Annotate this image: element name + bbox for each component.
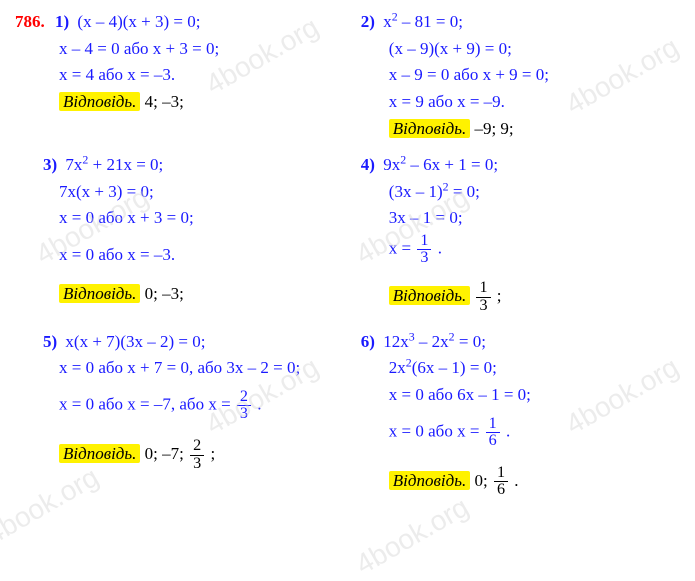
p2-eq1a: x2 <box>383 12 397 31</box>
row-3-4: 3) 7x2 + 21x = 0; 7x(x + 3) = 0; x = 0 а… <box>15 153 680 314</box>
row-1-2: 786. 1) (x – 4)(x + 3) = 0; x – 4 = 0 аб… <box>15 10 680 141</box>
p3-answer-val: 0; –3; <box>145 284 184 303</box>
p3-eq4: x = 0 або x = –3. <box>59 243 361 268</box>
problem-3: 3) 7x2 + 21x = 0; 7x(x + 3) = 0; x = 0 а… <box>15 153 361 306</box>
p5-answer-val: 0; –7; 23 ; <box>145 444 216 463</box>
p2-eq2: (x – 9)(x + 9) = 0; <box>389 37 680 62</box>
p3-eq3: x = 0 або x + 3 = 0; <box>59 206 361 231</box>
p4-eq3: 3x – 1 = 0; <box>389 206 680 231</box>
p4-line1: 4) 9x2 – 6x + 1 = 0; <box>361 153 680 178</box>
answer-label: Відповідь. <box>59 284 140 303</box>
p4-frac: 13 <box>417 233 431 266</box>
p4-eq2a: (3x – 1) <box>389 182 443 201</box>
p6-line4: x = 0 або x = 16 . <box>389 416 680 449</box>
p6-eq1a: 12x <box>383 332 409 351</box>
p4-eq1a: 9x <box>383 155 400 174</box>
p1-eq3: x = 4 або x = –3. <box>59 63 361 88</box>
p2-eq1b: – 81 = 0; <box>402 12 463 31</box>
p5-eq3: x = 0 або x = –7, або x = <box>59 395 235 414</box>
p6-line2: 2x2(6x – 1) = 0; <box>389 356 680 381</box>
p2-eq4: x = 9 або x = –9. <box>389 90 680 115</box>
p4-line2: (3x – 1)2 = 0; <box>389 180 680 205</box>
p5-eq1: x(x + 7)(3x – 2) = 0; <box>65 332 205 351</box>
p2-eq3: x – 9 = 0 або x + 9 = 0; <box>389 63 680 88</box>
p3-eq1b: + 21x = 0; <box>88 155 163 174</box>
watermark: 4book.org <box>350 491 474 581</box>
problem-2: 2) x2 – 81 = 0; (x – 9)(x + 9) = 0; x – … <box>361 10 680 141</box>
p1-answer-val: 4; –3; <box>145 92 184 111</box>
answer-label: Відповідь. <box>59 92 140 111</box>
p3-eq1a: 7x <box>65 155 82 174</box>
p6-num: 6) <box>361 332 375 351</box>
p1-eq1: (x – 4)(x + 3) = 0; <box>77 12 200 31</box>
p1-num: 1) <box>55 12 69 31</box>
p2-answer-val: –9; 9; <box>474 119 513 138</box>
row-5-6: 5) x(x + 7)(3x – 2) = 0; x = 0 або x + 7… <box>15 330 680 499</box>
p4-eq2b: = 0; <box>449 182 480 201</box>
p5-line3: x = 0 або x = –7, або x = 23 . <box>59 389 361 422</box>
p4-eq4: x = <box>389 239 416 258</box>
p2-num: 2) <box>361 12 375 31</box>
p2-line1: 2) x2 – 81 = 0; <box>361 10 680 35</box>
p4-num: 4) <box>361 155 375 174</box>
problem-1: 786. 1) (x – 4)(x + 3) = 0; x – 4 = 0 аб… <box>15 10 361 115</box>
p1-eq2: x – 4 = 0 або x + 3 = 0; <box>59 37 361 62</box>
p6-eq2b: (6x – 1) = 0; <box>412 358 497 377</box>
p6-frac: 16 <box>486 416 500 449</box>
p4-answer: Відповідь. 13 ; <box>389 280 680 313</box>
p3-num: 3) <box>43 155 57 174</box>
p2-answer: Відповідь. –9; 9; <box>389 117 680 142</box>
p4-line4: x = 13 . <box>389 233 680 266</box>
p6-eq3: x = 0 або 6x – 1 = 0; <box>389 383 680 408</box>
math-problem-page: 786. 1) (x – 4)(x + 3) = 0; x – 4 = 0 аб… <box>15 10 680 498</box>
p6-answer: Відповідь. 0; 16 . <box>389 465 680 498</box>
answer-label: Відповідь. <box>389 119 470 138</box>
p3-line1: 3) 7x2 + 21x = 0; <box>43 153 361 178</box>
p6-line1: 6) 12x3 – 2x2 = 0; <box>361 330 680 355</box>
problem-5: 5) x(x + 7)(3x – 2) = 0; x = 0 або x + 7… <box>15 330 361 472</box>
p3-eq2: 7x(x + 3) = 0; <box>59 180 361 205</box>
p1-answer: Відповідь. 4; –3; <box>59 90 361 115</box>
answer-label: Відповідь. <box>389 286 470 305</box>
p6-eq4: x = 0 або x = <box>389 421 484 440</box>
answer-label: Відповідь. <box>389 471 470 490</box>
problem-6: 6) 12x3 – 2x2 = 0; 2x2(6x – 1) = 0; x = … <box>361 330 680 499</box>
p6-answer-val: 0; 16 . <box>474 471 518 490</box>
p6-eq2a: 2x <box>389 358 406 377</box>
p5-num: 5) <box>43 332 57 351</box>
p4-eq1b: – 6x + 1 = 0; <box>406 155 498 174</box>
p3-answer: Відповідь. 0; –3; <box>59 282 361 307</box>
p4-answer-val: 13 ; <box>474 286 501 305</box>
p6-eq1c: = 0; <box>455 332 486 351</box>
p5-line1: 5) x(x + 7)(3x – 2) = 0; <box>43 330 361 355</box>
problem-4: 4) 9x2 – 6x + 1 = 0; (3x – 1)2 = 0; 3x –… <box>361 153 680 314</box>
answer-label: Відповідь. <box>59 444 140 463</box>
p5-eq2: x = 0 або x + 7 = 0, або 3x – 2 = 0; <box>59 356 361 381</box>
p5-answer: Відповідь. 0; –7; 23 ; <box>59 438 361 471</box>
p6-eq1b: – 2x <box>415 332 449 351</box>
problem-number: 786. <box>15 12 45 31</box>
p1-line1: 786. 1) (x – 4)(x + 3) = 0; <box>15 10 361 35</box>
p5-frac: 23 <box>237 389 251 422</box>
